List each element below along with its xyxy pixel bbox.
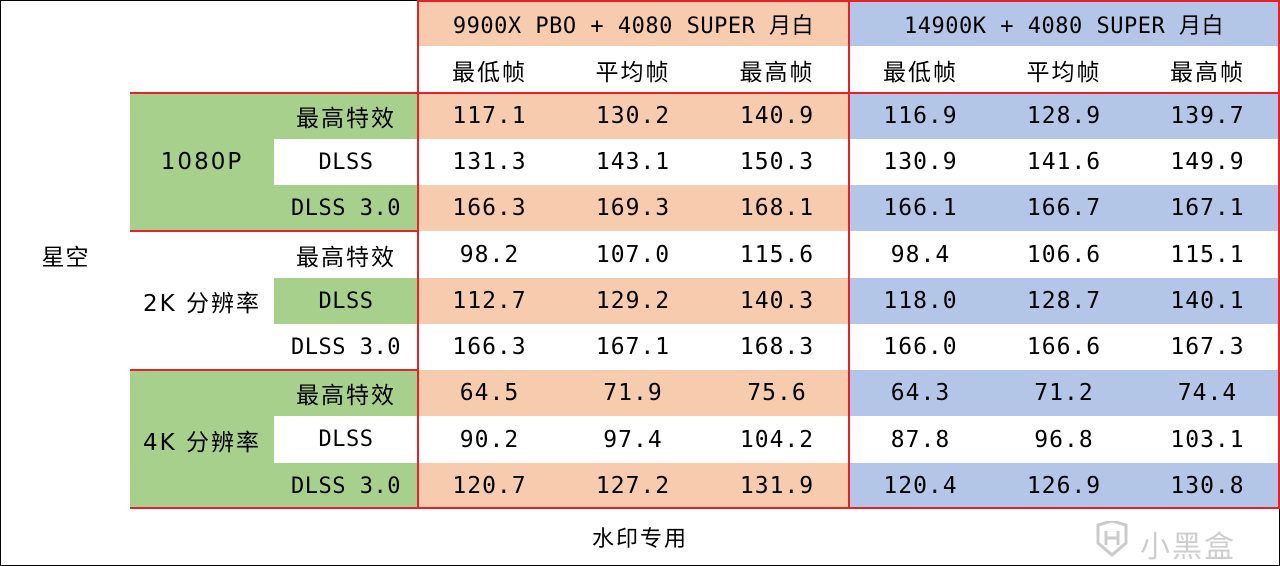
value-cell-a: 166.3 [418,185,562,232]
header-corner [130,0,419,94]
value-cell-b: 116.9 [849,93,993,140]
metric-header: 最高帧 [705,46,850,94]
resolution-cell: 1080P [130,93,275,232]
value-cell-a: 120.7 [418,463,562,510]
value-cell-b: 115.1 [1136,231,1280,279]
red-border-4k-top [130,369,418,371]
value-cell-a: 131.9 [705,463,850,510]
game-name-cell: 星空 [0,0,131,510]
red-border-bottom [418,507,1280,509]
value-cell-a: 90.2 [418,416,562,464]
group-header-a: 9900X PBO + 4080 SUPER 月白 [418,0,850,47]
group-header-b: 14900K + 4080 SUPER 月白 [849,0,1280,47]
value-cell-b: 149.9 [1136,139,1280,186]
red-border-right [1278,0,1280,509]
setting-cell: 最高特效 [274,93,419,140]
value-cell-b: 166.6 [992,324,1137,371]
value-cell-a: 168.1 [705,185,850,232]
value-cell-b: 167.1 [1136,185,1280,232]
value-cell-b: 139.7 [1136,93,1280,140]
setting-cell: DLSS 3.0 [274,324,419,371]
red-border-1080p-bottom [130,230,418,232]
value-cell-a: 71.9 [561,370,706,417]
value-cell-b: 126.9 [992,463,1137,510]
red-border-4k-bottom [130,507,418,509]
value-cell-b: 87.8 [849,416,993,464]
footer-cell: 水印专用 [0,509,1280,566]
value-cell-b: 103.1 [1136,416,1280,464]
value-cell-b: 167.3 [1136,324,1280,371]
resolution-cell: 4K 分辨率 [130,370,275,510]
resolution-cell: 2K 分辨率 [130,231,275,371]
setting-cell: DLSS [274,416,419,464]
metric-header: 平均帧 [561,46,706,94]
value-cell-b: 140.1 [1136,278,1280,325]
value-cell-b: 130.9 [849,139,993,186]
value-cell-a: 115.6 [705,231,850,279]
value-cell-b: 128.7 [992,278,1137,325]
value-cell-a: 168.3 [705,324,850,371]
value-cell-a: 130.2 [561,93,706,140]
metric-header: 最低帧 [418,46,562,94]
red-border-under-header [418,92,1280,94]
value-cell-b: 71.2 [992,370,1137,417]
value-cell-b: 128.9 [992,93,1137,140]
red-border-divider [848,0,850,509]
value-cell-b: 74.4 [1136,370,1280,417]
value-cell-a: 169.3 [561,185,706,232]
value-cell-a: 129.2 [561,278,706,325]
value-cell-b: 106.6 [992,231,1137,279]
red-border-left-a [417,0,419,509]
value-cell-b: 96.8 [992,416,1137,464]
value-cell-a: 166.3 [418,324,562,371]
watermark-text: 小黑盒 [1140,530,1236,565]
value-cell-a: 117.1 [418,93,562,140]
metric-header: 最高帧 [1136,46,1280,94]
value-cell-a: 75.6 [705,370,850,417]
setting-cell: DLSS [274,278,419,325]
value-cell-a: 150.3 [705,139,850,186]
value-cell-a: 64.5 [418,370,562,417]
value-cell-a: 167.1 [561,324,706,371]
value-cell-a: 104.2 [705,416,850,464]
value-cell-b: 120.4 [849,463,993,510]
value-cell-a: 143.1 [561,139,706,186]
setting-cell: DLSS [274,139,419,186]
value-cell-a: 98.2 [418,231,562,279]
setting-cell: DLSS 3.0 [274,185,419,232]
value-cell-a: 131.3 [418,139,562,186]
heybox-logo-icon [1096,521,1128,557]
value-cell-b: 98.4 [849,231,993,279]
setting-cell: 最高特效 [274,370,419,417]
value-cell-b: 118.0 [849,278,993,325]
value-cell-a: 127.2 [561,463,706,510]
setting-cell: 最高特效 [274,231,419,279]
value-cell-b: 166.1 [849,185,993,232]
value-cell-b: 64.3 [849,370,993,417]
value-cell-a: 112.7 [418,278,562,325]
value-cell-b: 166.7 [992,185,1137,232]
value-cell-a: 107.0 [561,231,706,279]
value-cell-a: 140.3 [705,278,850,325]
value-cell-b: 141.6 [992,139,1137,186]
metric-header: 最低帧 [849,46,993,94]
red-border-1080p-top [130,92,418,94]
value-cell-b: 166.0 [849,324,993,371]
metric-header: 平均帧 [992,46,1137,94]
value-cell-a: 140.9 [705,93,850,140]
value-cell-a: 97.4 [561,416,706,464]
value-cell-b: 130.8 [1136,463,1280,510]
setting-cell: DLSS 3.0 [274,463,419,510]
